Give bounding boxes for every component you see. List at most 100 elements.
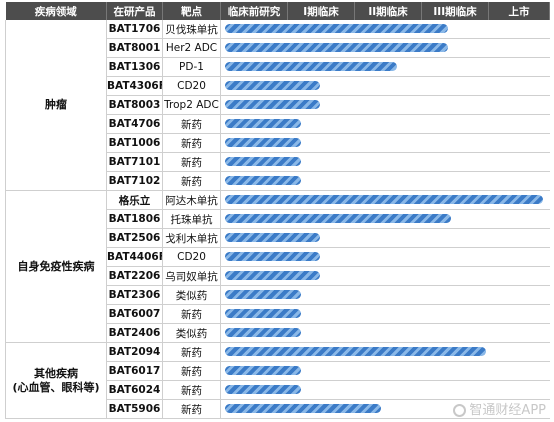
header-phase3: III期临床 <box>421 2 489 20</box>
product-cell: BAT4706 <box>106 114 163 134</box>
product-cell: BAT4306F <box>106 76 163 96</box>
product-cell: BAT1806 <box>106 209 163 229</box>
progress-bar <box>225 62 397 71</box>
progress-cell <box>220 38 550 58</box>
header-preclinical: 临床前研究 <box>220 2 288 20</box>
table-row: BAT1306 PD-1 <box>6 57 550 77</box>
table-row: BAT4306F CD20 <box>6 76 550 96</box>
product-cell: BAT1306 <box>106 57 163 77</box>
table-row: BAT2206 乌司奴单抗 <box>6 266 550 286</box>
table-row: BAT2406 类似药 <box>6 323 550 343</box>
product-cell: BAT2506 <box>106 228 163 248</box>
table-row: BAT1006 新药 <box>6 133 550 153</box>
product-cell: BAT2406 <box>106 323 163 343</box>
progress-bar <box>225 157 301 166</box>
target-cell: 戈利木单抗 <box>162 228 221 248</box>
disease-area-cell: 自身免疫性疾病 <box>5 190 107 343</box>
table-row: BAT4706 新药 <box>6 114 550 134</box>
product-cell: BAT2306 <box>106 285 163 305</box>
product-cell: BAT2206 <box>106 266 163 286</box>
product-cell: BAT7101 <box>106 152 163 172</box>
watermark: 智通财经APP <box>453 399 546 418</box>
header-row: 疾病领域 在研产品 靶点 临床前研究 I期临床 II期临床 III期临床 上市 <box>5 2 550 20</box>
target-cell: 新药 <box>162 114 221 134</box>
watermark-text: 智通财经APP <box>469 403 546 418</box>
progress-bar <box>225 233 320 242</box>
progress-cell <box>220 304 550 324</box>
product-cell: BAT7102 <box>106 171 163 191</box>
progress-bar <box>225 43 448 52</box>
header-disease-area: 疾病领域 <box>5 2 107 20</box>
pipeline-body: 肿瘤 BAT1706 贝伐珠单抗 BAT8001 Her2 ADC BAT1306 PD-1… <box>5 20 550 419</box>
progress-bar <box>225 366 301 375</box>
target-cell: 新药 <box>162 361 221 381</box>
product-cell: BAT6017 <box>106 361 163 381</box>
watermark-logo-icon <box>453 404 467 417</box>
product-cell: BAT8001 <box>106 38 163 58</box>
header-market: 上市 <box>488 2 550 20</box>
progress-cell <box>220 228 550 248</box>
target-cell: Trop2 ADC <box>162 95 221 115</box>
progress-cell <box>220 266 550 286</box>
target-cell: 新药 <box>162 342 221 362</box>
target-cell: 新药 <box>162 152 221 172</box>
progress-cell <box>220 399 550 419</box>
progress-cell <box>220 285 550 305</box>
progress-bar <box>225 404 381 413</box>
target-cell: 类似药 <box>162 285 221 305</box>
progress-bar <box>225 119 301 128</box>
progress-cell <box>220 380 550 400</box>
progress-cell <box>220 57 550 77</box>
progress-cell <box>220 114 550 134</box>
product-cell: BAT6007 <box>106 304 163 324</box>
header-product: 在研产品 <box>106 2 163 20</box>
progress-bar <box>225 214 451 223</box>
table-row: BAT6024 新药 <box>6 380 550 400</box>
target-cell: 新药 <box>162 171 221 191</box>
progress-cell <box>220 20 550 39</box>
progress-cell <box>220 95 550 115</box>
table-row: BAT6007 新药 <box>6 304 550 324</box>
progress-bar <box>225 290 301 299</box>
progress-cell <box>220 209 550 229</box>
target-cell: 托珠单抗 <box>162 209 221 229</box>
table-row: BAT7101 新药 <box>6 152 550 172</box>
table-row: 肿瘤 BAT1706 贝伐珠单抗 <box>5 20 550 191</box>
disease-area-cell: 肿瘤 <box>5 20 107 191</box>
table-row: BAT5906 新药 <box>6 399 550 419</box>
progress-cell <box>220 76 550 96</box>
progress-bar <box>225 252 320 261</box>
table-row: BAT2506 戈利木单抗 <box>6 228 550 248</box>
disease-area-cell: 其他疾病 (心血管、眼科等) <box>5 342 107 419</box>
progress-cell <box>220 361 550 381</box>
product-cell: BAT1006 <box>106 133 163 153</box>
target-cell: PD-1 <box>162 57 221 77</box>
progress-bar <box>225 100 320 109</box>
product-cell: BAT1706 <box>106 20 163 39</box>
progress-cell <box>220 190 550 210</box>
table-row: BAT7102 新药 <box>6 171 550 191</box>
target-cell: 新药 <box>162 133 221 153</box>
progress-cell <box>220 133 550 153</box>
target-cell: 新药 <box>162 304 221 324</box>
product-cell: 格乐立 <box>106 190 163 210</box>
table-row: BAT4406F CD20 <box>6 247 550 267</box>
header-phase2: II期临床 <box>354 2 422 20</box>
progress-cell <box>220 323 550 343</box>
product-cell: BAT8003 <box>106 95 163 115</box>
progress-bar <box>225 328 301 337</box>
progress-bar <box>225 176 301 185</box>
progress-bar <box>225 271 320 280</box>
product-cell: BAT5906 <box>106 399 163 419</box>
target-cell: CD20 <box>162 247 221 267</box>
table-row: BAT8001 Her2 ADC <box>6 38 550 58</box>
progress-bar <box>225 347 486 356</box>
header-phase1: I期临床 <box>287 2 355 20</box>
target-cell: 阿达木单抗 <box>162 190 221 210</box>
table-row: BAT1806 托珠单抗 <box>6 209 550 229</box>
table-row: BAT2306 类似药 <box>6 285 550 305</box>
progress-cell <box>220 152 550 172</box>
target-cell: 贝伐珠单抗 <box>162 20 221 39</box>
progress-bar <box>225 309 301 318</box>
